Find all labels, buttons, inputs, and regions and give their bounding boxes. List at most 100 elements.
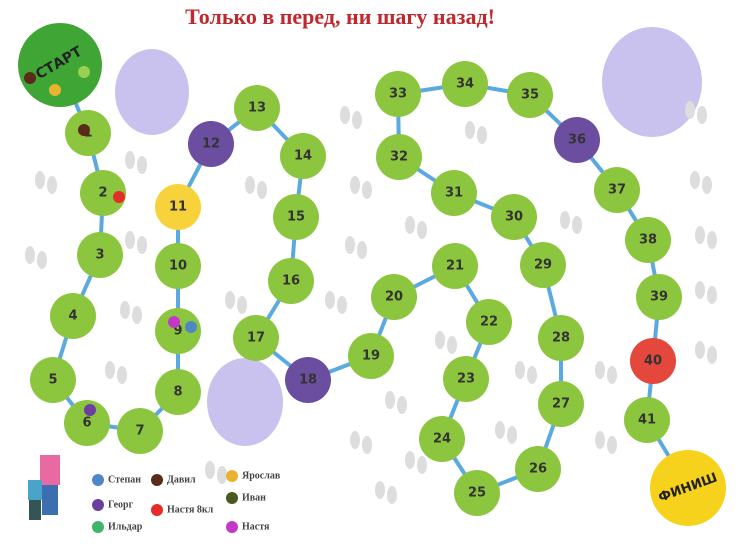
cell-number: 26 xyxy=(529,462,547,477)
legend-name: Ярослав xyxy=(242,471,281,482)
cell-number: 41 xyxy=(638,413,656,428)
cell-number: 11 xyxy=(169,200,187,215)
footprint xyxy=(607,366,617,384)
cell-circle xyxy=(155,369,201,415)
token xyxy=(113,191,125,203)
cell-circle xyxy=(443,356,489,402)
footprint xyxy=(225,291,235,309)
figure xyxy=(28,480,42,500)
cell-number: 40 xyxy=(644,354,662,369)
figure xyxy=(42,485,58,515)
token xyxy=(78,66,90,78)
legend-name: Георг xyxy=(108,500,134,511)
cell-circle xyxy=(155,308,201,354)
cell-number: 9 xyxy=(173,324,182,339)
cell-number: 2 xyxy=(98,186,107,201)
cell-number: 23 xyxy=(457,372,475,387)
footprint xyxy=(507,426,517,444)
cell-circle xyxy=(454,470,500,516)
token xyxy=(84,404,96,416)
token xyxy=(185,321,197,333)
footprint xyxy=(245,176,255,194)
legend-name: Ильдар xyxy=(108,522,143,533)
cell-number: 22 xyxy=(480,315,498,330)
footprint xyxy=(607,436,617,454)
footprint xyxy=(25,246,35,264)
balloon xyxy=(602,27,702,137)
footprint xyxy=(47,176,57,194)
footprint xyxy=(405,216,415,234)
cell-circle xyxy=(515,446,561,492)
cells: СТАРТ12345678910111213141516171819202122… xyxy=(18,23,726,526)
cell-circle xyxy=(431,170,477,216)
footprint xyxy=(105,361,115,379)
footprint xyxy=(357,241,367,259)
cell-circle xyxy=(538,381,584,427)
cell-number: 24 xyxy=(433,432,451,447)
legend-dot xyxy=(226,470,238,482)
footprint xyxy=(595,431,605,449)
footprint xyxy=(352,111,362,129)
cell-circle xyxy=(507,72,553,118)
footprint xyxy=(350,431,360,449)
cell-number: 5 xyxy=(48,373,57,388)
cell-number: 30 xyxy=(505,210,523,225)
cell-number: 29 xyxy=(534,258,552,273)
legend-dot xyxy=(226,492,238,504)
cell-circle xyxy=(376,134,422,180)
cell-number: 7 xyxy=(135,424,144,439)
cell-circle xyxy=(30,357,76,403)
cell-circle xyxy=(375,71,421,117)
cell-number: 27 xyxy=(552,397,570,412)
cell-number: 38 xyxy=(639,233,657,248)
footprint xyxy=(697,106,707,124)
start-circle xyxy=(18,23,102,107)
cell-circle xyxy=(371,274,417,320)
footprint xyxy=(387,486,397,504)
footprint xyxy=(477,126,487,144)
cell-circle xyxy=(155,184,201,230)
cell-number: 21 xyxy=(446,259,464,274)
footprint xyxy=(325,291,335,309)
cell-circle xyxy=(442,61,488,107)
legend-dot xyxy=(92,499,104,511)
cell-circle xyxy=(280,133,326,179)
footprint xyxy=(695,341,705,359)
cell-number: 8 xyxy=(173,385,182,400)
cell-circle xyxy=(50,293,96,339)
cell-number: 6 xyxy=(82,416,91,431)
footprint xyxy=(340,106,350,124)
footprint xyxy=(560,211,570,229)
token xyxy=(49,84,61,96)
cell-circle xyxy=(520,242,566,288)
footprint xyxy=(685,101,695,119)
figure xyxy=(40,455,60,485)
cell-circle xyxy=(554,117,600,163)
footprint xyxy=(137,236,147,254)
legend-dot xyxy=(92,474,104,486)
token xyxy=(168,316,180,328)
footprint xyxy=(125,231,135,249)
footprint xyxy=(707,346,717,364)
footprint xyxy=(702,176,712,194)
footprint xyxy=(515,361,525,379)
cell-circle xyxy=(155,243,201,289)
footprint xyxy=(695,226,705,244)
footprint xyxy=(337,296,347,314)
cell-number: 36 xyxy=(568,133,586,148)
cell-number: 17 xyxy=(247,331,265,346)
cell-number: 32 xyxy=(390,150,408,165)
cell-circle xyxy=(80,170,126,216)
cell-number: 19 xyxy=(362,349,380,364)
characters xyxy=(28,455,60,520)
legend-name: Степан xyxy=(108,475,141,486)
cell-number: 31 xyxy=(445,186,463,201)
cell-number: 25 xyxy=(468,486,486,501)
cell-circle xyxy=(234,85,280,131)
cell-circle xyxy=(64,400,110,446)
legend-dot xyxy=(151,474,163,486)
footprint xyxy=(707,231,717,249)
footprint xyxy=(132,306,142,324)
legend-name: Иван xyxy=(242,493,266,504)
legend-name: Настя 8кл xyxy=(167,505,214,516)
